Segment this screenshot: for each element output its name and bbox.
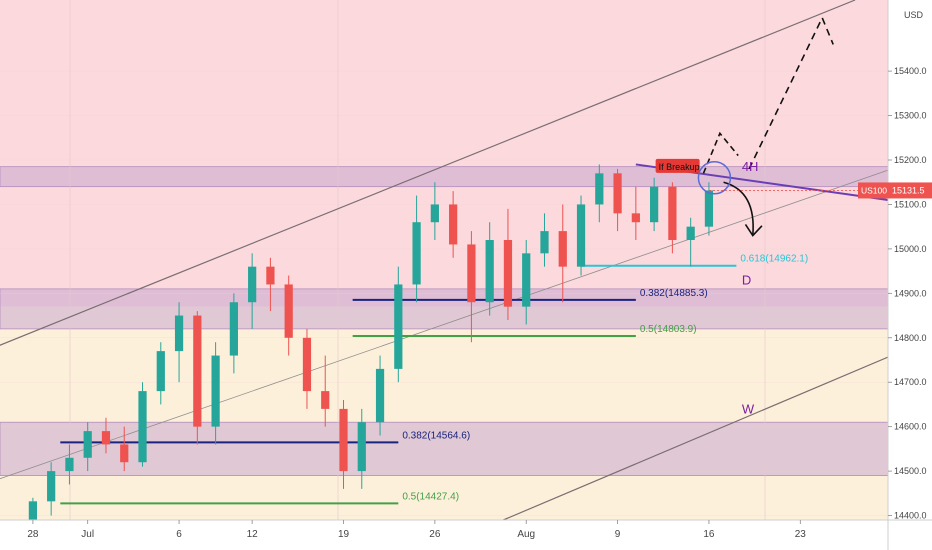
- candle-body: [65, 457, 74, 472]
- y-tick-label: 14900.0: [894, 288, 927, 298]
- candle-body: [120, 444, 129, 463]
- candle-body: [430, 204, 439, 223]
- candle-body: [211, 355, 220, 427]
- time-axis[interactable]: [0, 520, 888, 550]
- candle-body: [266, 266, 275, 285]
- x-tick-label: Aug: [517, 529, 535, 540]
- currency-label: USD: [904, 10, 924, 20]
- y-tick-label: 14600.0: [894, 422, 927, 432]
- y-tick-label: 15400.0: [894, 66, 927, 76]
- candle-body: [193, 315, 202, 427]
- annotation-label: D: [742, 272, 751, 287]
- candle-body: [101, 431, 111, 445]
- fib-level-label: 0.382(14885.3): [640, 288, 708, 299]
- candle-body: [302, 337, 312, 392]
- annotation-label: If Breakup: [659, 162, 700, 172]
- breakout-circle: [697, 161, 732, 195]
- candle-body: [613, 173, 622, 214]
- candle-body: [650, 186, 659, 223]
- candle-body: [668, 186, 677, 240]
- y-tick-label: 15200.0: [894, 155, 927, 165]
- x-tick-label: 26: [429, 529, 441, 540]
- x-tick-label: 9: [615, 529, 621, 540]
- symbol-label: US100: [861, 185, 887, 195]
- candle-body: [540, 231, 549, 254]
- y-tick-label: 14400.0: [894, 511, 927, 521]
- y-tick-label: 15300.0: [894, 111, 927, 121]
- fib-level-label: 0.5(14803.9): [640, 324, 697, 335]
- candle-body: [138, 391, 147, 463]
- candle-body: [449, 204, 458, 245]
- candle-body: [412, 222, 421, 285]
- fib-level-label: 0.618(14962.1): [740, 254, 808, 265]
- candle-body: [558, 231, 567, 267]
- x-tick-label: 6: [176, 529, 182, 540]
- candle-body: [522, 253, 531, 307]
- candle-body: [284, 284, 293, 338]
- x-tick-label: Jul: [81, 529, 94, 540]
- arrow-head: [744, 224, 763, 237]
- candle-body: [28, 501, 37, 525]
- last-price-label: 15131.5: [892, 185, 925, 195]
- y-tick-label: 14800.0: [894, 333, 927, 343]
- annotation-label: W: [742, 401, 755, 416]
- y-tick-label: 14500.0: [894, 466, 927, 476]
- candle-body: [686, 226, 695, 240]
- symbol-badge: [858, 182, 888, 199]
- fib-level-label: 0.5(14427.4): [402, 491, 459, 502]
- price-axis[interactable]: [888, 0, 932, 550]
- candle-body: [339, 408, 348, 472]
- last-price-badge: [888, 182, 932, 199]
- candle-body: [83, 431, 92, 458]
- candle-body: [503, 240, 513, 307]
- candle-body: [394, 284, 403, 369]
- annotation-badge: [655, 158, 700, 173]
- zone-box: [0, 288, 889, 330]
- candle-body: [485, 240, 494, 303]
- x-tick-label: 28: [27, 529, 39, 540]
- candle-body: [321, 391, 330, 409]
- y-tick-label: 14700.0: [894, 377, 927, 387]
- y-tick-label: 15100.0: [894, 199, 927, 209]
- x-tick-label: 12: [247, 529, 259, 540]
- background-upper: [0, 0, 888, 307]
- candle-body: [248, 266, 257, 303]
- zone-box: [0, 421, 889, 476]
- annotation-label: 4H: [742, 159, 759, 174]
- channel-line: [0, 0, 856, 346]
- x-tick-label: 16: [703, 529, 715, 540]
- candle-body: [576, 204, 586, 267]
- candle-body: [174, 315, 184, 352]
- candle-body: [156, 351, 165, 392]
- candle-body: [467, 244, 476, 303]
- background-lower: [0, 306, 888, 520]
- candle-body: [47, 471, 56, 502]
- candle-body: [229, 302, 238, 356]
- fib-level-label: 0.382(14564.6): [402, 430, 470, 441]
- breakout-path-dashed: [702, 131, 739, 174]
- x-tick-label: 19: [338, 529, 350, 540]
- y-tick-label: 15000.0: [894, 244, 927, 254]
- candle-body: [704, 190, 714, 227]
- candle-body: [631, 213, 640, 223]
- candle-body: [357, 422, 366, 472]
- candle-body: [595, 173, 604, 205]
- candle-body: [375, 368, 385, 423]
- x-tick-label: 23: [795, 529, 807, 540]
